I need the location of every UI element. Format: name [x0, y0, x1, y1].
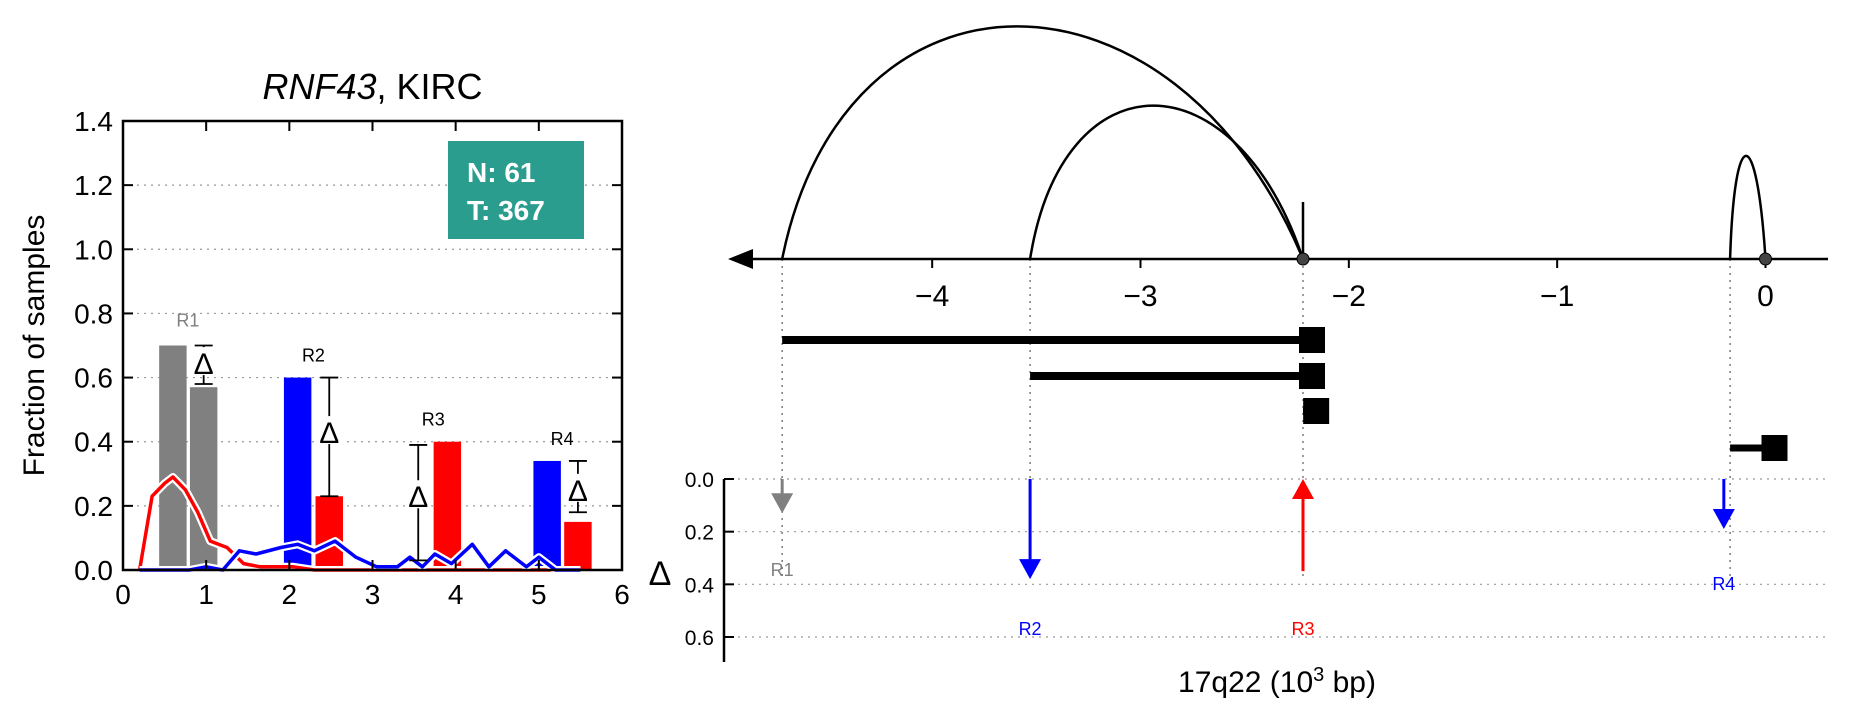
- delta-tick-label: 0.4: [685, 574, 715, 597]
- left-region-labels: R1 R2 R3 R4: [176, 310, 573, 449]
- left-bars: [159, 345, 592, 570]
- x-tick-label: 3: [365, 579, 381, 610]
- delta-marker-bg: [564, 473, 591, 502]
- delta-axis-symbol: Δ: [649, 555, 672, 593]
- chart-title: RNF43, KIRC: [262, 66, 482, 107]
- x-tick-label: −4: [915, 280, 949, 313]
- arc: [1028, 104, 1305, 260]
- x-tick-label: 0: [1757, 280, 1774, 313]
- x-axis-label-sup: 3: [1313, 664, 1324, 686]
- y-tick-label: 0.0: [74, 555, 113, 586]
- right-genomic-axis: −4 −3 −2 −1 0: [728, 249, 1828, 313]
- bar: [533, 460, 561, 570]
- bar: [315, 496, 343, 570]
- delta-arrow-label: R4: [1712, 574, 1735, 594]
- segment-endcap: [1299, 363, 1325, 389]
- right-delta-gridlines: [724, 478, 1828, 638]
- y-tick-label: 1.2: [74, 170, 113, 201]
- delta-tick-label: 0.0: [685, 469, 714, 492]
- series-line: [139, 539, 581, 572]
- left-delta-markers: Δ Δ Δ Δ: [190, 344, 591, 562]
- legend-box: N: 61 T: 367: [448, 141, 584, 239]
- delta-marker-bg: [190, 347, 217, 376]
- delta-arrow-head: [771, 493, 794, 514]
- region-label: R1: [176, 310, 199, 330]
- bar: [283, 377, 312, 570]
- right-delta-arrows: R1 R2 R3 R4: [771, 479, 1735, 639]
- y-axis-label: Fraction of samples: [18, 215, 51, 477]
- x-axis-label: 17q22 (103 bp): [1178, 664, 1376, 699]
- x-tick-label: 5: [531, 579, 547, 610]
- left-axis-ticks: 0.0 0.2 0.4 0.6 0.8 1.0 1.2 1.4 0 1 2 3 4 5 6: [74, 106, 630, 610]
- delta-arrow-head: [1712, 509, 1735, 530]
- title-gene: RNF43: [262, 66, 376, 107]
- axis-arrowhead: [728, 249, 753, 269]
- delta-arrow-head: [1292, 479, 1314, 499]
- arc: [780, 25, 1305, 260]
- x-tick-label: 1: [198, 579, 214, 610]
- arc: [1728, 154, 1767, 260]
- legend-count-t: T: 367: [467, 195, 545, 226]
- x-tick-label: −2: [1332, 280, 1366, 313]
- bar: [159, 345, 187, 570]
- y-tick-label: 1.4: [74, 106, 113, 137]
- anchor-point: [1296, 252, 1310, 266]
- delta-arrow-label: R3: [1291, 619, 1314, 639]
- right-genomic-diagram: −4 −3 −2 −1 0 R1 R2 R3 R4 0.0 0.2 0.4 0.6 17q22 (1…: [649, 25, 1828, 699]
- x-tick-label: 4: [448, 579, 464, 610]
- x-tick-label: 0: [115, 579, 131, 610]
- y-tick-label: 1.0: [74, 234, 113, 265]
- x-tick-label: 2: [282, 579, 298, 610]
- delta-marker: Δ: [194, 348, 214, 381]
- legend-box-bg: [448, 141, 584, 239]
- segment-endcap: [1299, 327, 1325, 353]
- delta-marker-bg: [316, 416, 343, 445]
- x-tick-label: 6: [614, 579, 630, 610]
- delta-tick-label: 0.6: [685, 627, 714, 650]
- anchor-point: [1759, 252, 1772, 266]
- y-tick-label: 0.4: [74, 427, 113, 458]
- segment-endcap: [1761, 435, 1788, 461]
- bar: [433, 441, 462, 570]
- x-tick-label: −3: [1123, 280, 1157, 313]
- delta-arrow-label: R2: [1019, 619, 1042, 639]
- bar: [564, 521, 592, 570]
- delta-tick-label: 0.2: [685, 522, 714, 545]
- delta-arrow-label: R1: [771, 560, 794, 580]
- title-rest: , KIRC: [377, 66, 483, 107]
- left-bar-chart: Δ Δ Δ Δ R1 R2 R3 R4 0.0 0.2 0.4 0.6 0.8 1.0 1.2 1.4 0 1…: [18, 66, 630, 610]
- y-tick-label: 0.2: [74, 491, 113, 522]
- region-label: R3: [422, 410, 445, 430]
- delta-marker: Δ: [408, 481, 428, 514]
- x-axis-label-end: bp): [1324, 666, 1376, 699]
- right-arcs: [780, 25, 1767, 260]
- delta-marker: Δ: [319, 417, 339, 450]
- x-axis-label-main: 17q22 (10: [1178, 666, 1313, 699]
- right-segments: [782, 327, 1788, 461]
- y-tick-label: 0.8: [74, 298, 113, 329]
- segment-endcap: [1303, 398, 1330, 424]
- y-tick-label: 0.6: [74, 363, 113, 394]
- region-label: R4: [551, 429, 574, 449]
- delta-arrow-head: [1019, 559, 1042, 580]
- delta-marker-bg: [405, 480, 432, 509]
- right-delta-axis: 0.0 0.2 0.4 0.6: [685, 469, 734, 662]
- delta-marker: Δ: [568, 475, 588, 508]
- legend-count-n: N: 61: [467, 157, 535, 188]
- region-label: R2: [302, 346, 325, 366]
- x-tick-label: −1: [1540, 280, 1574, 313]
